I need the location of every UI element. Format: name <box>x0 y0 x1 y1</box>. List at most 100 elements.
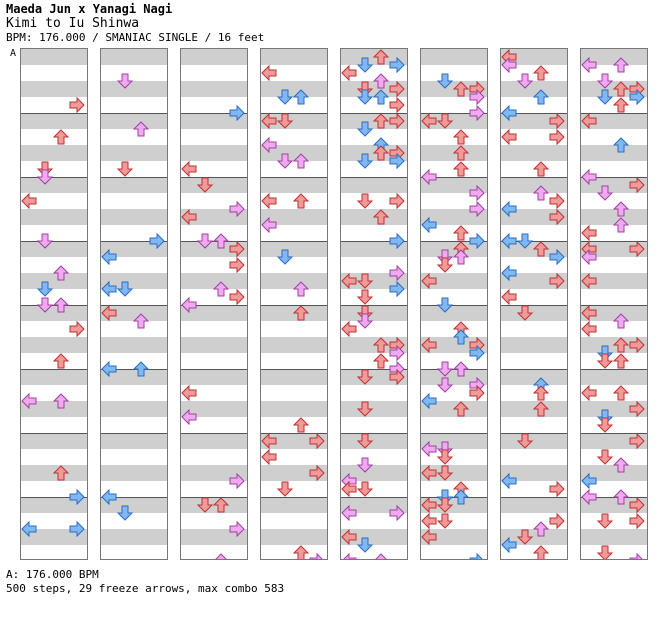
step-arrow-up <box>612 457 630 473</box>
step-arrow-down <box>436 465 454 481</box>
notes-layer <box>501 49 565 559</box>
step-arrow-down <box>36 169 54 185</box>
step-arrow-down <box>356 369 374 385</box>
step-arrow-up <box>452 361 470 377</box>
step-arrow-down <box>276 481 294 497</box>
step-arrow-right <box>549 480 565 498</box>
step-arrow-right <box>69 520 85 538</box>
step-arrow-left <box>501 288 517 306</box>
step-arrow-up <box>612 81 630 97</box>
step-arrow-up <box>52 353 70 369</box>
measure-line <box>501 497 567 498</box>
step-arrow-right <box>389 192 405 210</box>
step-arrow-up <box>52 129 70 145</box>
step-arrow-right <box>469 184 485 202</box>
step-arrow-right <box>69 488 85 506</box>
step-arrow-up <box>532 161 550 177</box>
measure-line <box>101 497 167 498</box>
chart-column <box>580 48 648 560</box>
measure-line <box>21 433 87 434</box>
step-arrow-right <box>549 128 565 146</box>
measure-line <box>341 369 407 370</box>
measure-line <box>581 369 647 370</box>
step-arrow-right <box>389 96 405 114</box>
step-arrow-up <box>532 401 550 417</box>
measure-line <box>581 433 647 434</box>
measure-line <box>501 305 567 306</box>
step-arrow-right <box>629 552 643 559</box>
step-arrow-down <box>276 153 294 169</box>
step-arrow-right <box>549 272 565 290</box>
step-arrow-up <box>372 49 390 65</box>
step-arrow-up <box>372 353 390 369</box>
step-arrow-up <box>612 217 630 233</box>
step-arrow-up <box>452 401 470 417</box>
step-arrow-left <box>101 488 117 506</box>
step-arrow-right <box>629 176 645 194</box>
step-arrow-right <box>469 552 483 559</box>
step-arrow-left <box>181 296 197 314</box>
step-arrow-up <box>532 385 550 401</box>
step-arrow-up <box>532 65 550 81</box>
step-arrow-left <box>421 496 437 514</box>
measure-line <box>21 369 87 370</box>
step-arrow-down <box>116 73 134 89</box>
step-arrow-up <box>612 57 630 73</box>
step-arrow-down <box>36 233 54 249</box>
step-arrow-up <box>612 201 630 217</box>
step-arrow-down <box>436 513 454 529</box>
measure-line <box>501 177 567 178</box>
step-arrow-left <box>341 480 357 498</box>
notes-layer <box>341 49 405 559</box>
step-arrow-left <box>581 488 597 506</box>
step-arrow-up <box>372 113 390 129</box>
chart-header: Maeda Jun x Yanagi Nagi Kimi to Iu Shinw… <box>6 2 264 44</box>
measure-line <box>101 433 167 434</box>
step-arrow-left <box>261 448 277 466</box>
measure-line <box>101 177 167 178</box>
step-arrow-up <box>132 121 150 137</box>
step-arrow-left <box>261 136 277 154</box>
step-arrow-right <box>549 248 565 266</box>
measure-line <box>21 113 87 114</box>
step-arrow-right <box>629 336 645 354</box>
measure-line <box>421 113 487 114</box>
step-arrow-up <box>372 145 390 161</box>
step-arrow-down <box>196 233 214 249</box>
step-arrow-right <box>389 280 405 298</box>
step-arrow-left <box>261 192 277 210</box>
step-arrow-up <box>532 545 550 559</box>
step-arrow-up <box>212 497 230 513</box>
measure-line <box>261 241 327 242</box>
measure-line <box>341 305 407 306</box>
measure-line <box>101 113 167 114</box>
measure-line <box>181 177 247 178</box>
measure-line <box>421 177 487 178</box>
step-arrow-up <box>612 337 630 353</box>
step-arrow-right <box>389 232 405 250</box>
step-arrow-left <box>421 272 437 290</box>
step-arrow-down <box>276 113 294 129</box>
step-arrow-right <box>629 240 645 258</box>
measure-line <box>181 497 247 498</box>
step-arrow-right <box>469 384 485 402</box>
step-arrow-up <box>532 521 550 537</box>
step-arrow-down <box>596 417 614 433</box>
step-arrow-up <box>212 281 230 297</box>
step-arrow-down <box>436 361 454 377</box>
step-arrow-left <box>181 208 197 226</box>
step-arrow-down <box>276 89 294 105</box>
step-arrow-down <box>596 73 614 89</box>
step-arrow-left <box>341 272 357 290</box>
step-arrow-down <box>516 433 534 449</box>
step-arrow-down <box>196 177 214 193</box>
chart-column <box>500 48 568 560</box>
step-arrow-left <box>101 304 117 322</box>
measure-line <box>341 113 407 114</box>
bpm-legend: A: 176.000 BPM <box>6 568 99 581</box>
step-arrow-down <box>516 529 534 545</box>
step-arrow-down <box>436 113 454 129</box>
step-arrow-right <box>389 152 405 170</box>
step-arrow-left <box>421 216 437 234</box>
measure-line <box>421 305 487 306</box>
